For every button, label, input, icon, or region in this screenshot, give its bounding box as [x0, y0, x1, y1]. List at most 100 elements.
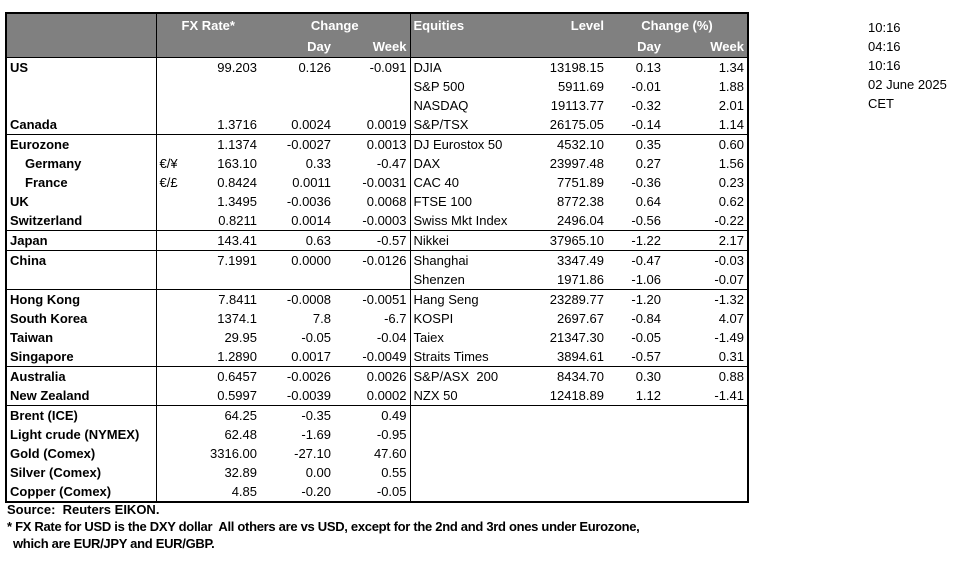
- cell-equity-change-week: -1.41: [664, 385, 748, 406]
- cell-currency-pair: [155, 424, 184, 444]
- cell-equity-change-week: 4.07: [718, 310, 744, 326]
- table-row: NASDAQ 19113.77 -0.32 2.01: [6, 95, 748, 115]
- cell-fx-rate: 62.48: [224, 426, 257, 442]
- cell-fx-change-day: -0.0039: [260, 385, 334, 406]
- cell-fx-rate: 0.6457: [217, 368, 257, 384]
- cell-equity-name: Nikkei: [409, 230, 544, 251]
- cell-equity-change-day: 0.30: [635, 368, 661, 384]
- cell-equity-level: 21347.30: [549, 329, 604, 345]
- cell-fx-change-day: 0.0014: [260, 210, 334, 231]
- cell-currency-pair: [155, 462, 184, 482]
- cell-equity-change-week: 1.34: [718, 59, 744, 75]
- cell-region-name: Gold (Comex): [10, 445, 96, 461]
- cell-fx-rate: [184, 269, 260, 290]
- cell-fx-change-day: [260, 96, 334, 115]
- date-line: 02 June 2025: [868, 77, 947, 92]
- table-row: Taiwan 29.95 -0.05 -0.04 Taiex 21347.30 …: [6, 327, 748, 347]
- footer: Source: Reuters EIKON. * FX Rate for USD…: [7, 501, 640, 552]
- cell-equity-name: Hang Seng: [409, 289, 544, 309]
- cell-equity-change-day: [607, 405, 664, 425]
- cell-equity-change-week: 1.14: [664, 114, 748, 135]
- cell-equity-level: 37965.10: [544, 230, 607, 251]
- cell-region-name: Germany: [25, 155, 82, 171]
- cell-region-name: Japan: [6, 230, 156, 251]
- cell-region-name: UK: [10, 193, 29, 209]
- cell-equity-name: Shanghai: [409, 250, 544, 270]
- cell-equity-change-week: 0.88: [718, 368, 744, 384]
- cell-fx-rate: 64.25: [224, 407, 257, 423]
- cell-currency-pair: [155, 230, 184, 251]
- table-body: US 99.203 0.126 -0.091 DJIA 13198.15 0.1…: [6, 57, 748, 502]
- cell-equity-change-day: [607, 463, 664, 482]
- cell-currency-pair: €/¥: [155, 153, 184, 173]
- cell-fx-change-week: 0.0002: [334, 385, 410, 406]
- cell-fx-change-week: [334, 77, 410, 96]
- header-empty-1: [6, 37, 156, 58]
- cell-equity-level: 7751.89: [557, 174, 604, 190]
- cell-fx-change-week: -0.47: [376, 155, 407, 171]
- cell-equity-change-day: 0.13: [635, 59, 661, 75]
- cell-region-name: [6, 77, 156, 96]
- cell-currency-pair: [155, 134, 184, 154]
- cell-fx-change-day: 0.0017: [260, 346, 334, 367]
- cell-equity-level: 3347.49: [557, 252, 604, 268]
- cell-fx-rate: 0.8424: [217, 174, 257, 190]
- cell-fx-change-day: 7.8: [312, 310, 331, 326]
- cell-region-name: Singapore: [6, 346, 156, 367]
- table-row: Shenzen 1971.86 -1.06 -0.07: [6, 269, 748, 290]
- header-eq-day: Day: [607, 37, 664, 58]
- cell-equity-name: DJ Eurostox 50: [409, 134, 544, 154]
- cell-equity-change-week: [664, 405, 748, 425]
- header-change-pct: Change (%): [607, 13, 748, 37]
- cell-equity-level: 8434.70: [557, 368, 604, 384]
- footnote-line-1: * FX Rate for USD is the DXY dollar All …: [7, 519, 640, 534]
- cell-equity-change-week: 2.01: [718, 97, 744, 113]
- cell-fx-change-week: -0.091: [369, 59, 407, 75]
- cell-region-name: France: [25, 174, 68, 190]
- cell-equity-change-week: -1.49: [714, 329, 744, 345]
- cell-equity-change-day: -1.06: [607, 269, 664, 290]
- cell-fx-rate: 3316.00: [210, 445, 257, 461]
- timestamp-block: 10:16 04:16 10:16 02 June 2025 CET: [868, 18, 947, 113]
- cell-fx-rate: 29.95: [224, 329, 257, 345]
- cell-fx-change-day: 0.126: [298, 59, 331, 75]
- cell-equity-change-day: [607, 444, 664, 463]
- header-equities: Equities: [409, 13, 544, 37]
- header-change: Change: [260, 13, 410, 37]
- cell-fx-change-week: -6.7: [384, 310, 407, 326]
- cell-equity-name: DJIA: [409, 57, 544, 77]
- source-line: Source: Reuters EIKON.: [7, 502, 160, 517]
- table-row: France €/£ 0.8424 0.0011 -0.0031 CAC 40 …: [6, 172, 748, 192]
- cell-equity-name: NZX 50: [409, 385, 544, 406]
- table-row: New Zealand 0.5997 -0.0039 0.0002 NZX 50…: [6, 385, 748, 406]
- cell-equity-name: [409, 405, 544, 425]
- cell-fx-change-week: -0.0051: [362, 291, 407, 307]
- cell-equity-level: 3894.61: [544, 346, 607, 367]
- cell-equity-name: S&P/ASX 200: [409, 366, 544, 386]
- timestamp-line: 04:16: [868, 39, 901, 54]
- cell-region-name: [6, 96, 156, 115]
- cell-equity-change-day: 1.12: [607, 385, 664, 406]
- table-row: Switzerland 0.8211 0.0014 -0.0003 Swiss …: [6, 210, 748, 231]
- cell-equity-name: S&P 500: [409, 76, 544, 96]
- cell-equity-change-week: 0.60: [718, 136, 744, 152]
- cell-region-name: Brent (ICE): [10, 407, 78, 423]
- cell-equity-level: 26175.05: [544, 114, 607, 135]
- cell-fx-rate: 7.1991: [217, 252, 257, 268]
- cell-currency-pair: [155, 405, 184, 425]
- cell-fx-change-week: 0.0026: [366, 368, 407, 384]
- cell-fx-change-week: 0.0013: [366, 136, 407, 152]
- cell-currency-pair: [155, 210, 184, 231]
- cell-fx-change-day: -0.05: [301, 329, 331, 345]
- cell-fx-rate: 7.8411: [218, 291, 257, 307]
- timezone-line: CET: [868, 96, 894, 111]
- cell-fx-change-day: 0.63: [260, 230, 334, 251]
- cell-equity-change-day: [607, 482, 664, 502]
- cell-fx-change-week: 47.60: [373, 445, 407, 461]
- cell-equity-change-day: -0.57: [607, 346, 664, 367]
- cell-equity-name: DAX: [409, 153, 544, 173]
- cell-fx-change-day: [260, 77, 334, 96]
- cell-region-name: Hong Kong: [10, 291, 81, 307]
- cell-fx-rate: 1.1374: [217, 136, 257, 152]
- cell-fx-change-day: -1.69: [301, 426, 331, 442]
